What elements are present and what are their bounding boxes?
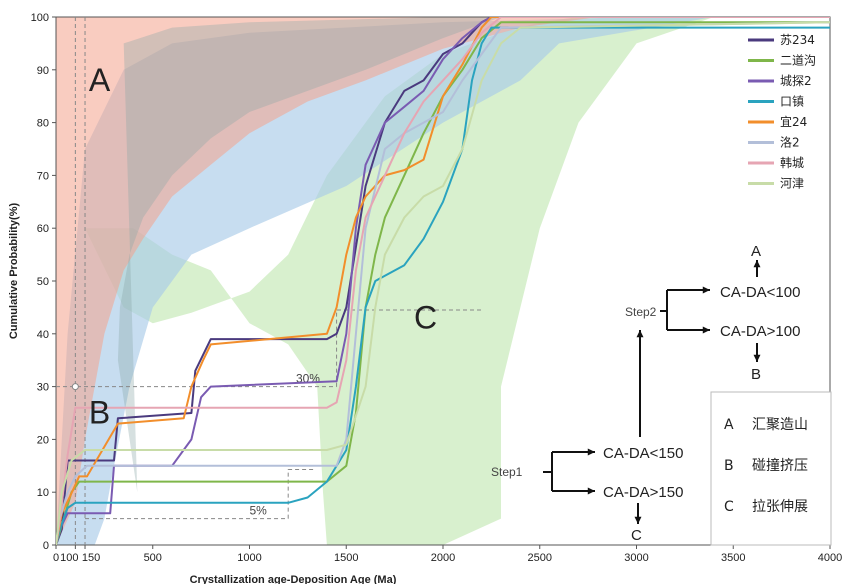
- flow-step1-label: Step1: [491, 465, 523, 479]
- key-text-2: 拉张伸展: [752, 499, 808, 515]
- flow-step2-arrow-lower-head: [702, 326, 710, 334]
- marker-30-point: [71, 383, 79, 391]
- legend-label-6: 韩城: [780, 155, 804, 170]
- x-tick-label-2000: 2000: [431, 552, 455, 564]
- key-letter-2: C: [724, 499, 734, 515]
- key-text-0: 汇聚造山: [752, 417, 808, 433]
- y-tick-label-0: 0: [43, 540, 49, 552]
- zone-fields: [56, 17, 830, 545]
- y-tick-label-80: 80: [37, 118, 49, 130]
- legend-label-5: 洛2: [780, 135, 800, 150]
- legend-label-0: 苏234: [780, 33, 815, 47]
- legend-label-2: 城探2: [780, 74, 812, 88]
- legend-label-3: 口镇: [780, 95, 804, 109]
- flow-step1-result: C: [631, 527, 642, 544]
- series-line-7: [56, 21, 830, 545]
- x-tick-label-100: 100: [60, 552, 78, 564]
- flow-step2-down-arrow-head: [753, 354, 761, 362]
- series-line-4: [56, 17, 830, 545]
- key-text-1: 碰撞挤压: [752, 458, 808, 474]
- flow-step1-upper: CA-DA<150: [603, 445, 683, 462]
- x-tick-label-0: 0: [53, 552, 59, 564]
- flow-step1-up-arrow-head: [636, 330, 644, 338]
- y-tick-label-90: 90: [37, 65, 49, 77]
- series-group: [56, 17, 830, 545]
- x-tick-label-500: 500: [144, 552, 162, 564]
- x-tick-label-4000: 4000: [818, 552, 842, 564]
- zone-overlap-field: [117, 17, 502, 493]
- x-axis-title: Crystallization age-Deposition Age (Ma): [190, 574, 397, 584]
- flow-step2-arrow-upper-head: [702, 286, 710, 294]
- flow-step1-down-arrow-head: [634, 516, 642, 524]
- key-letter-0: A: [724, 417, 734, 433]
- x-tick-label-1000: 1000: [237, 552, 261, 564]
- zone-label-a: A: [89, 62, 111, 98]
- flow-step2-label: Step2: [625, 305, 657, 319]
- flow-step2-result-a: A: [751, 243, 761, 260]
- series-line-0: [56, 17, 830, 545]
- x-tick-label-3500: 3500: [721, 552, 745, 564]
- y-tick-label-100: 100: [31, 12, 49, 24]
- y-axis-title: Cumulative Probability(%): [8, 203, 20, 340]
- zone-c-field: [85, 17, 830, 545]
- series-line-3: [56, 26, 830, 545]
- ref-label-5: 5%: [250, 504, 268, 518]
- key-letter-1: B: [724, 458, 734, 474]
- flow-step2-up-arrow-head: [753, 260, 761, 268]
- flow-step2-lower: CA-DA>100: [720, 323, 800, 340]
- x-tick-label-150: 150: [82, 552, 100, 564]
- y-tick-label-20: 20: [37, 434, 49, 446]
- y-tick-label-70: 70: [37, 170, 49, 182]
- legend-label-1: 二道沟: [780, 54, 816, 68]
- zone-b-field: [56, 17, 830, 545]
- x-tick-label-2500: 2500: [528, 552, 552, 564]
- flow-step2-upper: CA-DA<100: [720, 284, 800, 301]
- y-tick-label-30: 30: [37, 382, 49, 394]
- flow-step1-arrow-upper-head: [587, 448, 595, 456]
- zone-label-c: C: [414, 300, 437, 336]
- x-tick-label-3000: 3000: [624, 552, 648, 564]
- series-line-5: [56, 21, 830, 545]
- zone-label-b: B: [89, 395, 110, 431]
- zone-a-field: [56, 17, 830, 545]
- legend-label-4: 宜24: [780, 114, 807, 129]
- legend-label-7: 河津: [780, 177, 804, 191]
- y-tick-label-10: 10: [37, 487, 49, 499]
- y-tick-label-40: 40: [37, 329, 49, 341]
- flow-step1-arrow-lower-head: [587, 487, 595, 495]
- y-tick-label-50: 50: [37, 276, 49, 288]
- flow-step2-result-b: B: [751, 366, 761, 383]
- x-tick-label-1500: 1500: [334, 552, 358, 564]
- y-tick-label-60: 60: [37, 223, 49, 235]
- key-box: [710, 391, 832, 546]
- flow-step1-lower: CA-DA>150: [603, 484, 683, 501]
- series-line-2: [56, 17, 830, 545]
- series-line-6: [56, 17, 830, 545]
